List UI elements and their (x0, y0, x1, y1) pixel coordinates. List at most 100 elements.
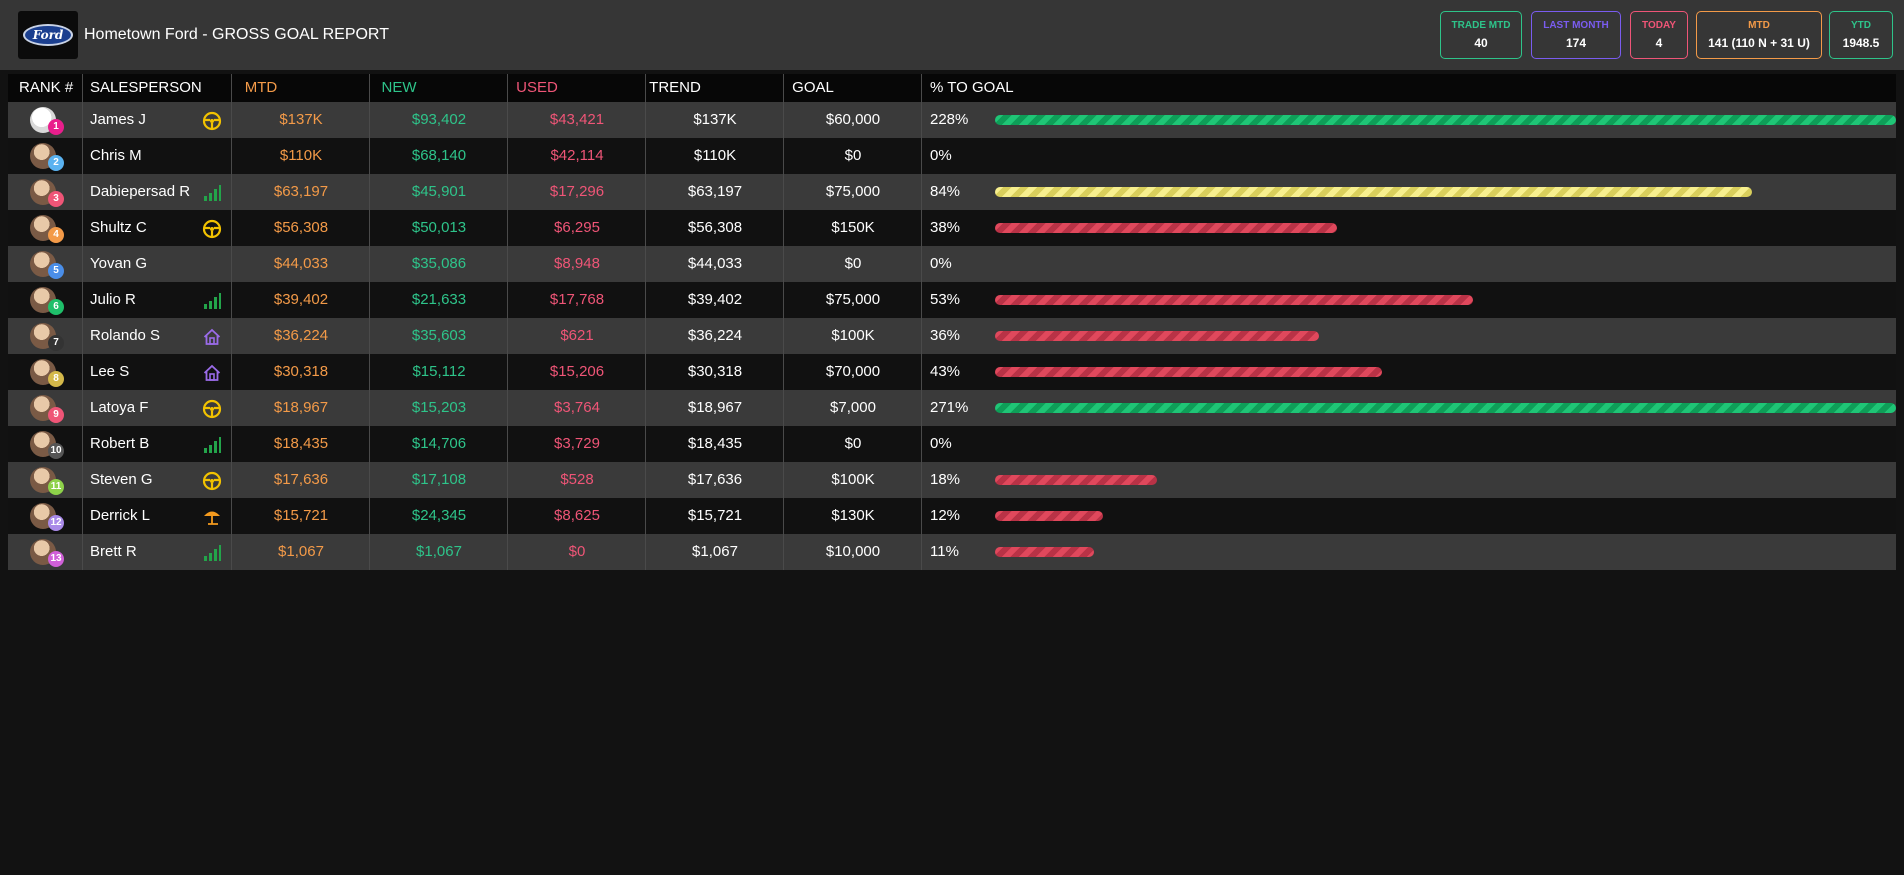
trend-value: $63,197 (687, 183, 743, 200)
new-value: $45,901 (411, 183, 467, 200)
rank-badge: 11 (48, 479, 64, 495)
used-value: $6,295 (554, 219, 600, 236)
ford-oval-icon: Ford (23, 24, 73, 46)
new-value: $68,140 (411, 147, 467, 164)
table-header: RANK # SALESPERSON MTD NEW USED TREND GO… (8, 74, 1896, 102)
table-row[interactable]: 13 Brett R $1,067 $1,067 $0 $1,067 $10,000 11% (8, 534, 1896, 570)
goal-value: $75,000 (825, 183, 881, 200)
goal-value: $75,000 (825, 291, 881, 308)
pct-to-goal-value: 0% (930, 435, 952, 452)
table-row[interactable]: 11 Steven G $17,636 $17,108 $528 $17,636 $100K… (8, 462, 1896, 498)
stat-value: 141 (110 N + 31 U) (1708, 36, 1810, 50)
steering-wheel-icon (202, 219, 222, 239)
used-value: $0 (568, 543, 586, 560)
table-row[interactable]: 6 Julio R $39,402 $21,633 $17,768 $39,402 $75,… (8, 282, 1896, 318)
stat-today: TODAY 4 (1630, 11, 1688, 59)
table-row[interactable]: 12 Derrick L $15,721 $24,345 $8,625 $15,721 $1… (8, 498, 1896, 534)
new-value: $15,203 (411, 399, 467, 416)
table-row[interactable]: 8 Lee S $30,318 $15,112 $15,206 $30,318 $70,00… (8, 354, 1896, 390)
new-value: $1,067 (416, 543, 462, 560)
progress-bar (995, 511, 1103, 521)
mtd-value: $63,197 (273, 183, 329, 200)
rank-badge: 2 (48, 155, 64, 171)
goal-value: $0 (844, 435, 862, 452)
mtd-value: $18,435 (273, 435, 329, 452)
progress-bar (995, 403, 1896, 413)
mtd-value: $39,402 (273, 291, 329, 308)
header-bar: Ford Hometown Ford - GROSS GOAL REPORT T… (0, 0, 1904, 70)
stat-value: 174 (1565, 36, 1587, 50)
stat-mtd: MTD 141 (110 N + 31 U) (1696, 11, 1822, 59)
col-goal[interactable]: GOAL (792, 79, 834, 96)
column-divider (645, 74, 646, 570)
col-trend[interactable]: TREND (649, 79, 701, 96)
trend-value: $110K (693, 147, 737, 164)
pct-to-goal-value: 12% (930, 507, 961, 524)
new-value: $93,402 (411, 111, 467, 128)
salesperson-name: Robert B (90, 435, 150, 452)
pct-to-goal-value: 0% (930, 147, 952, 164)
goal-value: $7,000 (830, 399, 876, 416)
salesperson-name: Chris M (90, 147, 142, 164)
col-used[interactable]: USED (516, 79, 558, 96)
rank-badge: 5 (48, 263, 64, 279)
trend-value: $17,636 (687, 471, 743, 488)
trend-value: $15,721 (687, 507, 743, 524)
stat-ytd: YTD 1948.5 (1829, 11, 1893, 59)
table-row[interactable]: 5 Yovan G $44,033 $35,086 $8,948 $44,033 $0 0% (8, 246, 1896, 282)
pct-to-goal-value: 84% (930, 183, 961, 200)
steering-wheel-icon (202, 111, 222, 131)
col-new[interactable]: NEW (381, 79, 417, 96)
trend-value: $39,402 (687, 291, 743, 308)
pct-to-goal-value: 18% (930, 471, 961, 488)
col-pct-to-goal[interactable]: % TO GOAL (930, 79, 1014, 96)
used-value: $8,948 (554, 255, 600, 272)
stat-value: 1948.5 (1842, 36, 1880, 50)
pct-to-goal-value: 271% (930, 399, 969, 416)
column-divider (783, 74, 784, 570)
goal-value: $0 (844, 147, 862, 164)
rank-badge: 12 (48, 515, 64, 531)
used-value: $17,768 (549, 291, 605, 308)
used-value: $17,296 (549, 183, 605, 200)
steering-wheel-icon (202, 399, 222, 419)
goal-value: $60,000 (825, 111, 881, 128)
col-salesperson[interactable]: SALESPERSON (90, 79, 202, 96)
table-row[interactable]: 9 Latoya F $18,967 $15,203 $3,764 $18,967 $7,0… (8, 390, 1896, 426)
table-row[interactable]: 2 Chris M $110K $68,140 $42,114 $110K $0 0% (8, 138, 1896, 174)
salesperson-name: Brett R (90, 543, 137, 560)
stat-last-month: LAST MONTH 174 (1531, 11, 1621, 59)
beach-umbrella-icon (202, 507, 222, 527)
pct-to-goal-value: 36% (930, 327, 961, 344)
table-row[interactable]: 7 Rolando S $36,224 $35,603 $621 $36,224 $100K… (8, 318, 1896, 354)
new-value: $35,086 (411, 255, 467, 272)
goal-value: $150K (831, 219, 875, 236)
progress-bar (995, 547, 1094, 557)
col-mtd[interactable]: MTD (244, 79, 278, 96)
salesperson-name: Latoya F (90, 399, 149, 416)
salesperson-name: Yovan G (90, 255, 147, 272)
trend-value: $18,435 (687, 435, 743, 452)
mtd-value: $137K (279, 111, 323, 128)
stat-label: TODAY (1642, 20, 1676, 31)
table-row[interactable]: 3 Dabiepersad R $63,197 $45,901 $17,296 $63,1… (8, 174, 1896, 210)
table-row[interactable]: 10 Robert B $18,435 $14,706 $3,729 $18,435 $0 0… (8, 426, 1896, 462)
progress-bar (995, 295, 1473, 305)
column-divider (82, 74, 83, 570)
rank-badge: 1 (48, 119, 64, 135)
mtd-value: $15,721 (273, 507, 329, 524)
new-value: $21,633 (411, 291, 467, 308)
new-value: $14,706 (411, 435, 467, 452)
progress-bar (995, 223, 1337, 233)
table-row[interactable]: 1 James J $137K $93,402 $43,421 $137K $60,000 2… (8, 102, 1896, 138)
used-value: $43,421 (549, 111, 605, 128)
salesperson-name: James J (90, 111, 146, 128)
steering-wheel-icon (202, 471, 222, 491)
trend-value: $36,224 (687, 327, 743, 344)
new-value: $50,013 (411, 219, 467, 236)
table-row[interactable]: 4 Shultz C $56,308 $50,013 $6,295 $56,308 $150… (8, 210, 1896, 246)
stat-value: 40 (1474, 36, 1488, 50)
col-rank[interactable]: RANK # (19, 79, 74, 96)
rank-badge: 7 (48, 335, 64, 351)
used-value: $528 (560, 471, 594, 488)
